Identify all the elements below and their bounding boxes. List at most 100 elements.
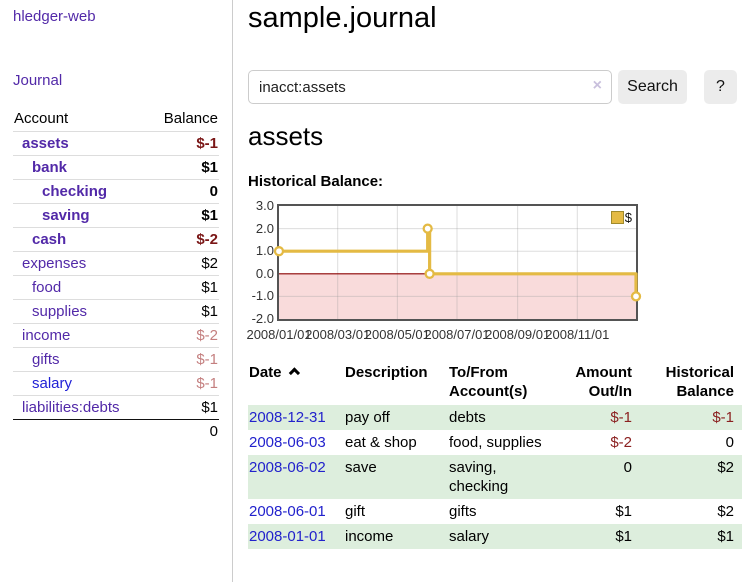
account-row: gifts $-1 <box>13 347 219 372</box>
x-axis-tick-label: 2008/05/01 <box>364 327 430 342</box>
chart-heading: Historical Balance: <box>248 173 384 190</box>
y-axis-tick-label: -1.0 <box>251 288 274 304</box>
accounts-total-row: 0 <box>13 420 219 444</box>
x-axis-tick-label: 2008/11/01 <box>545 327 610 342</box>
account-link[interactable]: food <box>32 278 62 296</box>
description-column-header: Description <box>345 364 428 381</box>
main-content: sample.journal × Search ? assets Histori… <box>246 0 742 582</box>
account-link[interactable]: income <box>22 326 71 344</box>
sidebar: hledger-web Journal Account Balance asse… <box>0 0 233 582</box>
account-row: food $1 <box>13 275 219 300</box>
transaction-balance: 0 <box>725 434 734 451</box>
y-axis-tick-label: -2.0 <box>251 311 274 326</box>
app-title-link[interactable]: hledger-web <box>13 8 96 25</box>
account-balance: $-1 <box>147 131 219 156</box>
chart-legend: $ <box>610 210 632 225</box>
account-balance: $1 <box>147 155 219 180</box>
page-title: sample.journal <box>248 2 437 34</box>
clear-search-icon[interactable]: × <box>592 77 602 94</box>
y-axis-tick-label: 1.0 <box>255 243 274 259</box>
accounts-total-value: 0 <box>209 423 218 440</box>
historical-balance-chart: 3.0 2.0 1.0 0.0 -1.0 -2.0 $ 2008/01/01 2008/03… <box>246 198 742 349</box>
transaction-amount: $1 <box>615 503 632 520</box>
transaction-amount: $-2 <box>610 434 632 451</box>
transaction-accounts: salary <box>449 528 490 545</box>
transaction-balance: $1 <box>717 528 734 545</box>
account-row: supplies $1 <box>13 299 219 324</box>
account-row: salary $-1 <box>13 371 219 396</box>
account-row: cash $-2 <box>13 227 219 252</box>
account-balance: $1 <box>147 395 219 420</box>
y-axis-tick-label: 2.0 <box>255 220 274 236</box>
account-link[interactable]: saving <box>42 206 90 224</box>
transaction-accounts: saving, checking <box>449 459 509 495</box>
account-balance: $-2 <box>147 227 219 252</box>
balance-column-header: Historical Balance <box>665 364 734 400</box>
search-bar: × Search ? <box>248 70 742 104</box>
account-row: liabilities:debts $1 <box>13 395 219 420</box>
account-heading: assets <box>248 121 324 151</box>
account-row: saving $1 <box>13 203 219 228</box>
sidebar-item-journal[interactable]: Journal <box>13 72 63 89</box>
transaction-date-link[interactable]: 2008-06-01 <box>249 503 326 520</box>
transaction-row: 2008-06-01 gift gifts $1 $2 <box>248 499 742 524</box>
legend-swatch-icon <box>610 211 624 224</box>
account-link[interactable]: expenses <box>22 254 87 272</box>
account-link[interactable]: cash <box>32 230 67 248</box>
search-input[interactable] <box>248 70 612 104</box>
transaction-balance: $2 <box>717 503 734 520</box>
account-link[interactable]: liabilities:debts <box>22 398 120 416</box>
x-axis-tick-label: 2008/03/01 <box>305 327 371 342</box>
account-balance: 0 <box>147 179 219 204</box>
sort-ascending-icon <box>288 367 300 379</box>
account-row: expenses $2 <box>13 251 219 276</box>
balance-column-header: Balance <box>147 108 219 132</box>
accounts-balance-table: Account Balance assets $-1 bank $1 check… <box>13 108 219 444</box>
transaction-row: 2008-06-02 save saving, checking 0 $2 <box>248 455 742 499</box>
transaction-description: gift <box>345 503 366 520</box>
transaction-accounts: food, supplies <box>449 434 542 451</box>
help-button[interactable]: ? <box>704 70 737 104</box>
transaction-row: 2008-01-01 income salary $1 $1 <box>248 524 742 549</box>
x-axis-tick-label: 2008/07/01 <box>424 327 490 342</box>
transaction-amount: $1 <box>615 528 632 545</box>
transaction-row: 2008-12-31 pay off debts $-1 $-1 <box>248 405 742 430</box>
chart-plot-area: $ <box>273 204 642 321</box>
account-balance: $1 <box>147 299 219 324</box>
transaction-description: eat & shop <box>345 434 417 451</box>
legend-label: $ <box>624 210 632 225</box>
transaction-description: pay off <box>345 409 390 426</box>
accounts-column-header: To/From Account(s) <box>449 364 528 400</box>
transaction-description: save <box>345 459 377 476</box>
x-axis-tick-label: 2008/01/01 <box>246 327 312 342</box>
account-row: assets $-1 <box>13 131 219 156</box>
transaction-row: 2008-06-03 eat & shop food, supplies $-2… <box>248 430 742 455</box>
transaction-date-link[interactable]: 2008-01-01 <box>249 528 326 545</box>
transaction-date-link[interactable]: 2008-12-31 <box>249 409 326 426</box>
register-header-row: Date Description To/From Account(s) Amou… <box>248 361 742 405</box>
date-column-header[interactable]: Date <box>248 361 344 405</box>
search-button[interactable]: Search <box>618 70 687 104</box>
account-link[interactable]: bank <box>32 158 68 176</box>
account-link[interactable]: supplies <box>32 302 88 320</box>
x-axis-tick-label: 2008/09/01 <box>485 327 551 342</box>
account-balance: $2 <box>147 251 219 276</box>
transaction-balance: $2 <box>717 459 734 476</box>
accounts-column-header: Account <box>13 108 148 132</box>
account-link[interactable]: checking <box>42 182 108 200</box>
transaction-balance: $-1 <box>712 409 734 426</box>
account-row: income $-2 <box>13 323 219 348</box>
transaction-accounts: debts <box>449 409 486 426</box>
amount-column-header: Amount Out/In <box>575 364 632 400</box>
account-row: bank $1 <box>13 155 219 180</box>
transaction-date-link[interactable]: 2008-06-03 <box>249 434 326 451</box>
transaction-amount: 0 <box>623 459 632 476</box>
account-link[interactable]: salary <box>32 374 73 392</box>
account-link[interactable]: gifts <box>32 350 60 368</box>
y-axis-tick-label: 0.0 <box>255 265 274 281</box>
y-axis-tick-label: 3.0 <box>255 198 274 213</box>
account-balance: $1 <box>147 275 219 300</box>
account-link[interactable]: assets <box>22 134 69 152</box>
balance-chart-svg <box>273 206 642 319</box>
transaction-date-link[interactable]: 2008-06-02 <box>249 459 326 476</box>
